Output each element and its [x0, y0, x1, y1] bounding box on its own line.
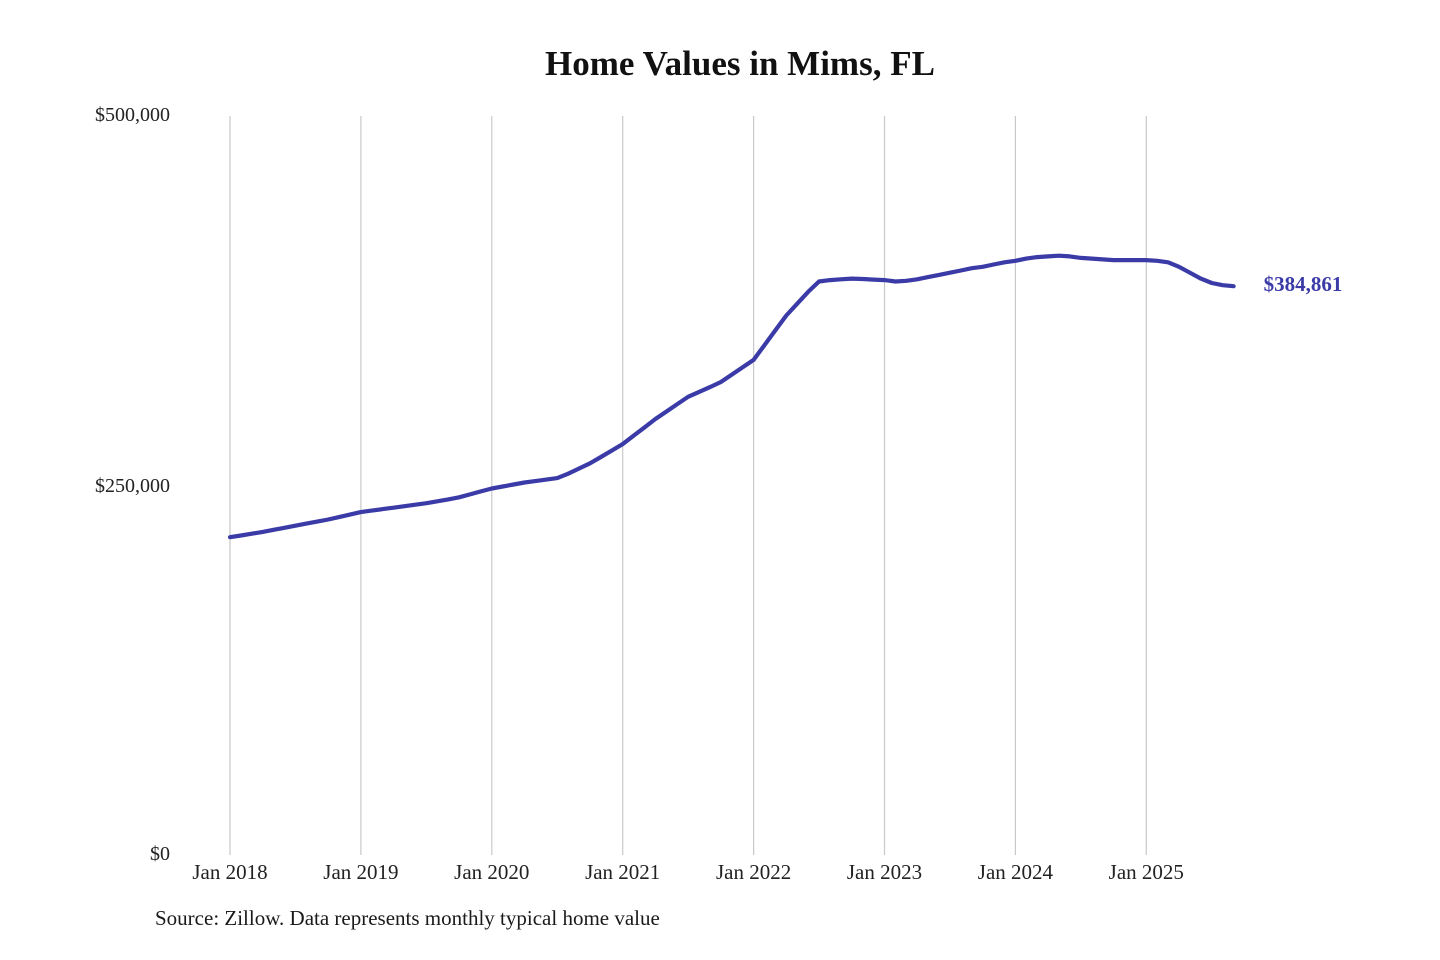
x-axis-tick-label: Jan 2024: [977, 860, 1054, 884]
y-axis-tick-label: $250,000: [95, 475, 170, 497]
source-note: Source: Zillow. Data represents monthly …: [155, 906, 660, 930]
y-axis-tick-label: $500,000: [95, 104, 170, 126]
x-axis-tick-label: Jan 2025: [1108, 860, 1184, 884]
x-axis-tick-label: Jan 2022: [715, 860, 792, 884]
x-axis-tick-label: Jan 2020: [454, 860, 530, 884]
y-axis-tick-label: $0: [150, 843, 170, 865]
x-axis-tick-label: Jan 2023: [846, 860, 923, 884]
chart-title: Home Values in Mims, FL: [545, 44, 935, 83]
value-line: [227, 253, 1236, 540]
x-axis-tick-label: Jan 2019: [323, 860, 399, 884]
x-axis-tick-label: Jan 2021: [585, 860, 661, 884]
x-axis-tick-label: Jan 2018: [192, 860, 268, 884]
latest-value-label: $384,861: [1263, 272, 1343, 297]
